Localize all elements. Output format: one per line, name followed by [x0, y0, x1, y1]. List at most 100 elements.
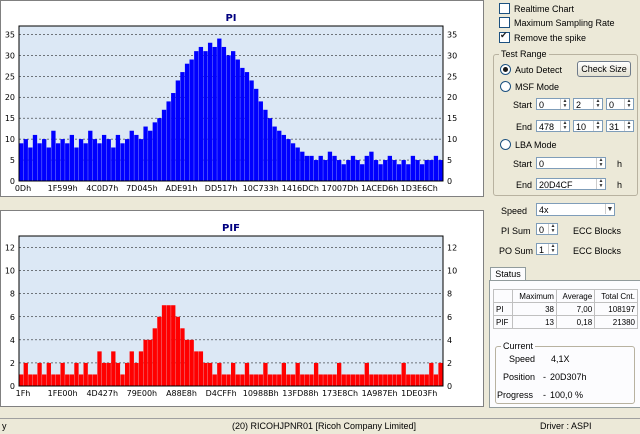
y-tick-label: 5 [10, 156, 15, 165]
bar [171, 93, 176, 181]
bar [74, 362, 79, 386]
bar [60, 139, 65, 181]
bar [240, 374, 245, 386]
dropdown-arrow-icon[interactable]: ▼ [605, 204, 614, 214]
lba-start-input[interactable]: 0 ▲ ▼ [536, 157, 606, 169]
msf-mode-radio[interactable]: MSF Mode [500, 81, 559, 92]
y-tick-label: 0 [10, 382, 15, 391]
spin-arrows-icon[interactable]: ▲ ▼ [548, 224, 557, 234]
msf-end-frame[interactable]: 31 ▲ ▼ [606, 120, 634, 132]
bar [166, 101, 171, 181]
bar [369, 374, 374, 386]
bar [212, 46, 217, 182]
current-speed-label: Speed [509, 354, 536, 364]
y-tick-label-right: 25 [447, 72, 457, 81]
msf-start-min[interactable]: 0 ▲ ▼ [536, 98, 570, 110]
lba-mode-radio[interactable]: LBA Mode [500, 139, 557, 150]
ecc-blocks-label: ECC Blocks [573, 226, 622, 236]
bar [235, 374, 240, 386]
x-tick-label: ADE91h [166, 184, 198, 193]
bar [281, 362, 287, 386]
msf-end-min[interactable]: 478 ▲ ▼ [536, 120, 570, 132]
x-tick-label: 1FE00h [48, 389, 78, 398]
bar [277, 130, 282, 181]
checkbox-checked-icon [499, 30, 510, 43]
x-tick-label: 1A987Eh [362, 389, 398, 398]
bar [92, 374, 98, 386]
bar [323, 160, 328, 181]
bar [231, 51, 236, 181]
bar [396, 164, 402, 181]
bar [355, 160, 360, 181]
bar [129, 351, 134, 386]
po-sum-input[interactable]: 1 ▲ ▼ [536, 243, 558, 255]
spin-arrows-icon[interactable]: ▲ ▼ [624, 99, 633, 109]
position-separator: - [543, 372, 546, 382]
status-tab[interactable]: Status [490, 267, 526, 281]
spin-arrows-icon[interactable]: ▲ ▼ [560, 121, 569, 131]
current-speed-value: 4,1X [551, 354, 570, 364]
bar [23, 362, 28, 386]
bar [304, 155, 310, 181]
x-tick-label: 10C733h [243, 184, 279, 193]
bar [300, 151, 305, 181]
bar [249, 374, 254, 386]
bar [254, 374, 259, 386]
auto-detect-radio[interactable]: Auto Detect [500, 64, 562, 75]
bar [438, 362, 443, 386]
spin-arrows-icon[interactable]: ▲ ▼ [560, 99, 569, 109]
bar [184, 63, 190, 182]
max-sampling-checkbox[interactable]: Maximum Sampling Rate [499, 17, 615, 28]
x-tick-label: 4D427h [86, 389, 118, 398]
bar [37, 143, 42, 181]
bar [401, 362, 406, 386]
check-size-button[interactable]: Check Size [577, 61, 631, 77]
progress-value: 100,0 % [550, 390, 584, 400]
spin-arrows-icon[interactable]: ▲ ▼ [593, 99, 602, 109]
lba-end-input[interactable]: 20D4CF ▲ ▼ [536, 178, 606, 190]
bar [88, 374, 93, 386]
spin-arrows-icon[interactable]: ▲ ▼ [624, 121, 633, 131]
bar [152, 328, 157, 386]
hex-suffix: h [617, 180, 623, 190]
bar [189, 339, 194, 386]
bar [175, 316, 181, 386]
spin-arrows-icon[interactable]: ▲ ▼ [548, 244, 557, 254]
bar [198, 351, 204, 386]
bar [419, 374, 425, 386]
speed-select[interactable]: 4x ▼ [536, 203, 615, 216]
driver-info: Driver : ASPI [540, 421, 592, 431]
bar [295, 147, 300, 181]
bar [111, 351, 116, 386]
bar [258, 374, 263, 386]
progress-separator: - [543, 390, 546, 400]
remove-spike-checkbox[interactable]: Remove the spike [499, 30, 586, 43]
realtime-chart-checkbox[interactable]: Realtime Chart [499, 3, 574, 14]
y-tick-label-right: 0 [447, 382, 452, 391]
bar [134, 362, 139, 386]
bar [51, 374, 56, 386]
bar [207, 42, 213, 182]
spin-arrows-icon[interactable]: ▲ ▼ [593, 121, 602, 131]
msf-start-frame[interactable]: 0 ▲ ▼ [606, 98, 634, 110]
msf-start-sec[interactable]: 2 ▲ ▼ [573, 98, 603, 110]
bar [290, 143, 296, 181]
bar [125, 139, 130, 181]
lba-start-label: Start [513, 159, 533, 169]
y-tick-label: 25 [5, 72, 15, 81]
x-tick-label: 7D045h [126, 184, 158, 193]
pi-sum-input[interactable]: 0 ▲ ▼ [536, 223, 558, 235]
bar [309, 155, 314, 181]
bar [286, 374, 291, 386]
y-tick-label: 8 [10, 290, 15, 299]
spin-arrows-icon[interactable]: ▲ ▼ [596, 158, 605, 168]
spin-arrows-icon[interactable]: ▲ ▼ [596, 179, 605, 189]
y-tick-label-right: 15 [447, 114, 457, 123]
radio-icon [500, 81, 511, 92]
msf-end-sec[interactable]: 10 ▲ ▼ [573, 120, 603, 132]
bar [341, 164, 346, 181]
bar [88, 130, 93, 181]
x-tick-label: 0Dh [15, 184, 31, 193]
bar [281, 134, 287, 181]
x-tick-label: 13FD88h [282, 389, 318, 398]
